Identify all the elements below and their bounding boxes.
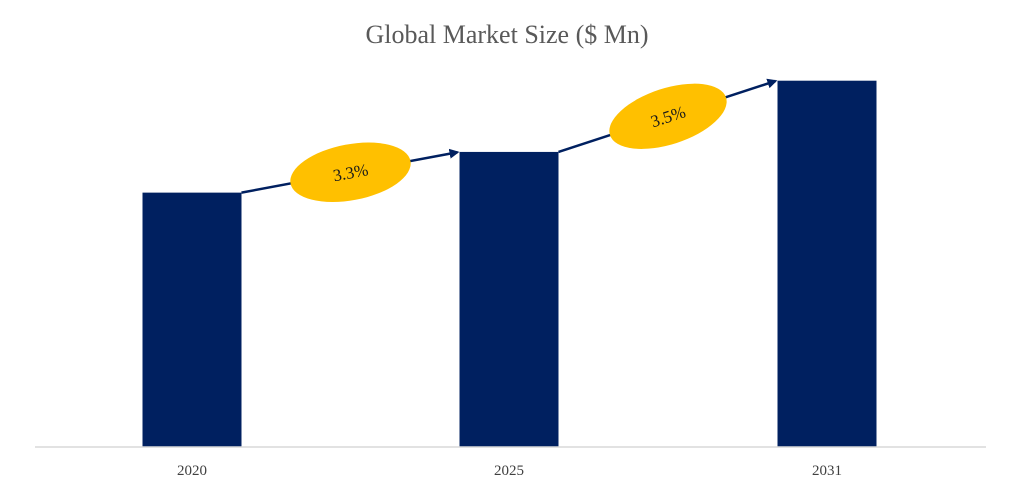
cagr-badge-shape [290,142,411,202]
bar-2020 [142,192,242,447]
x-tick-label: 2025 [494,463,524,479]
bar-2025 [459,151,559,448]
x-tick-label: 2020 [177,463,207,479]
cagr-badge: 3.5% [609,83,727,149]
cagr-badge: 3.3% [290,142,411,202]
chart-title: Global Market Size ($ Mn) [365,20,648,49]
x-tick-label: 2031 [812,463,842,479]
cagr-badge-shape [609,83,727,149]
bar-2031 [777,80,877,447]
